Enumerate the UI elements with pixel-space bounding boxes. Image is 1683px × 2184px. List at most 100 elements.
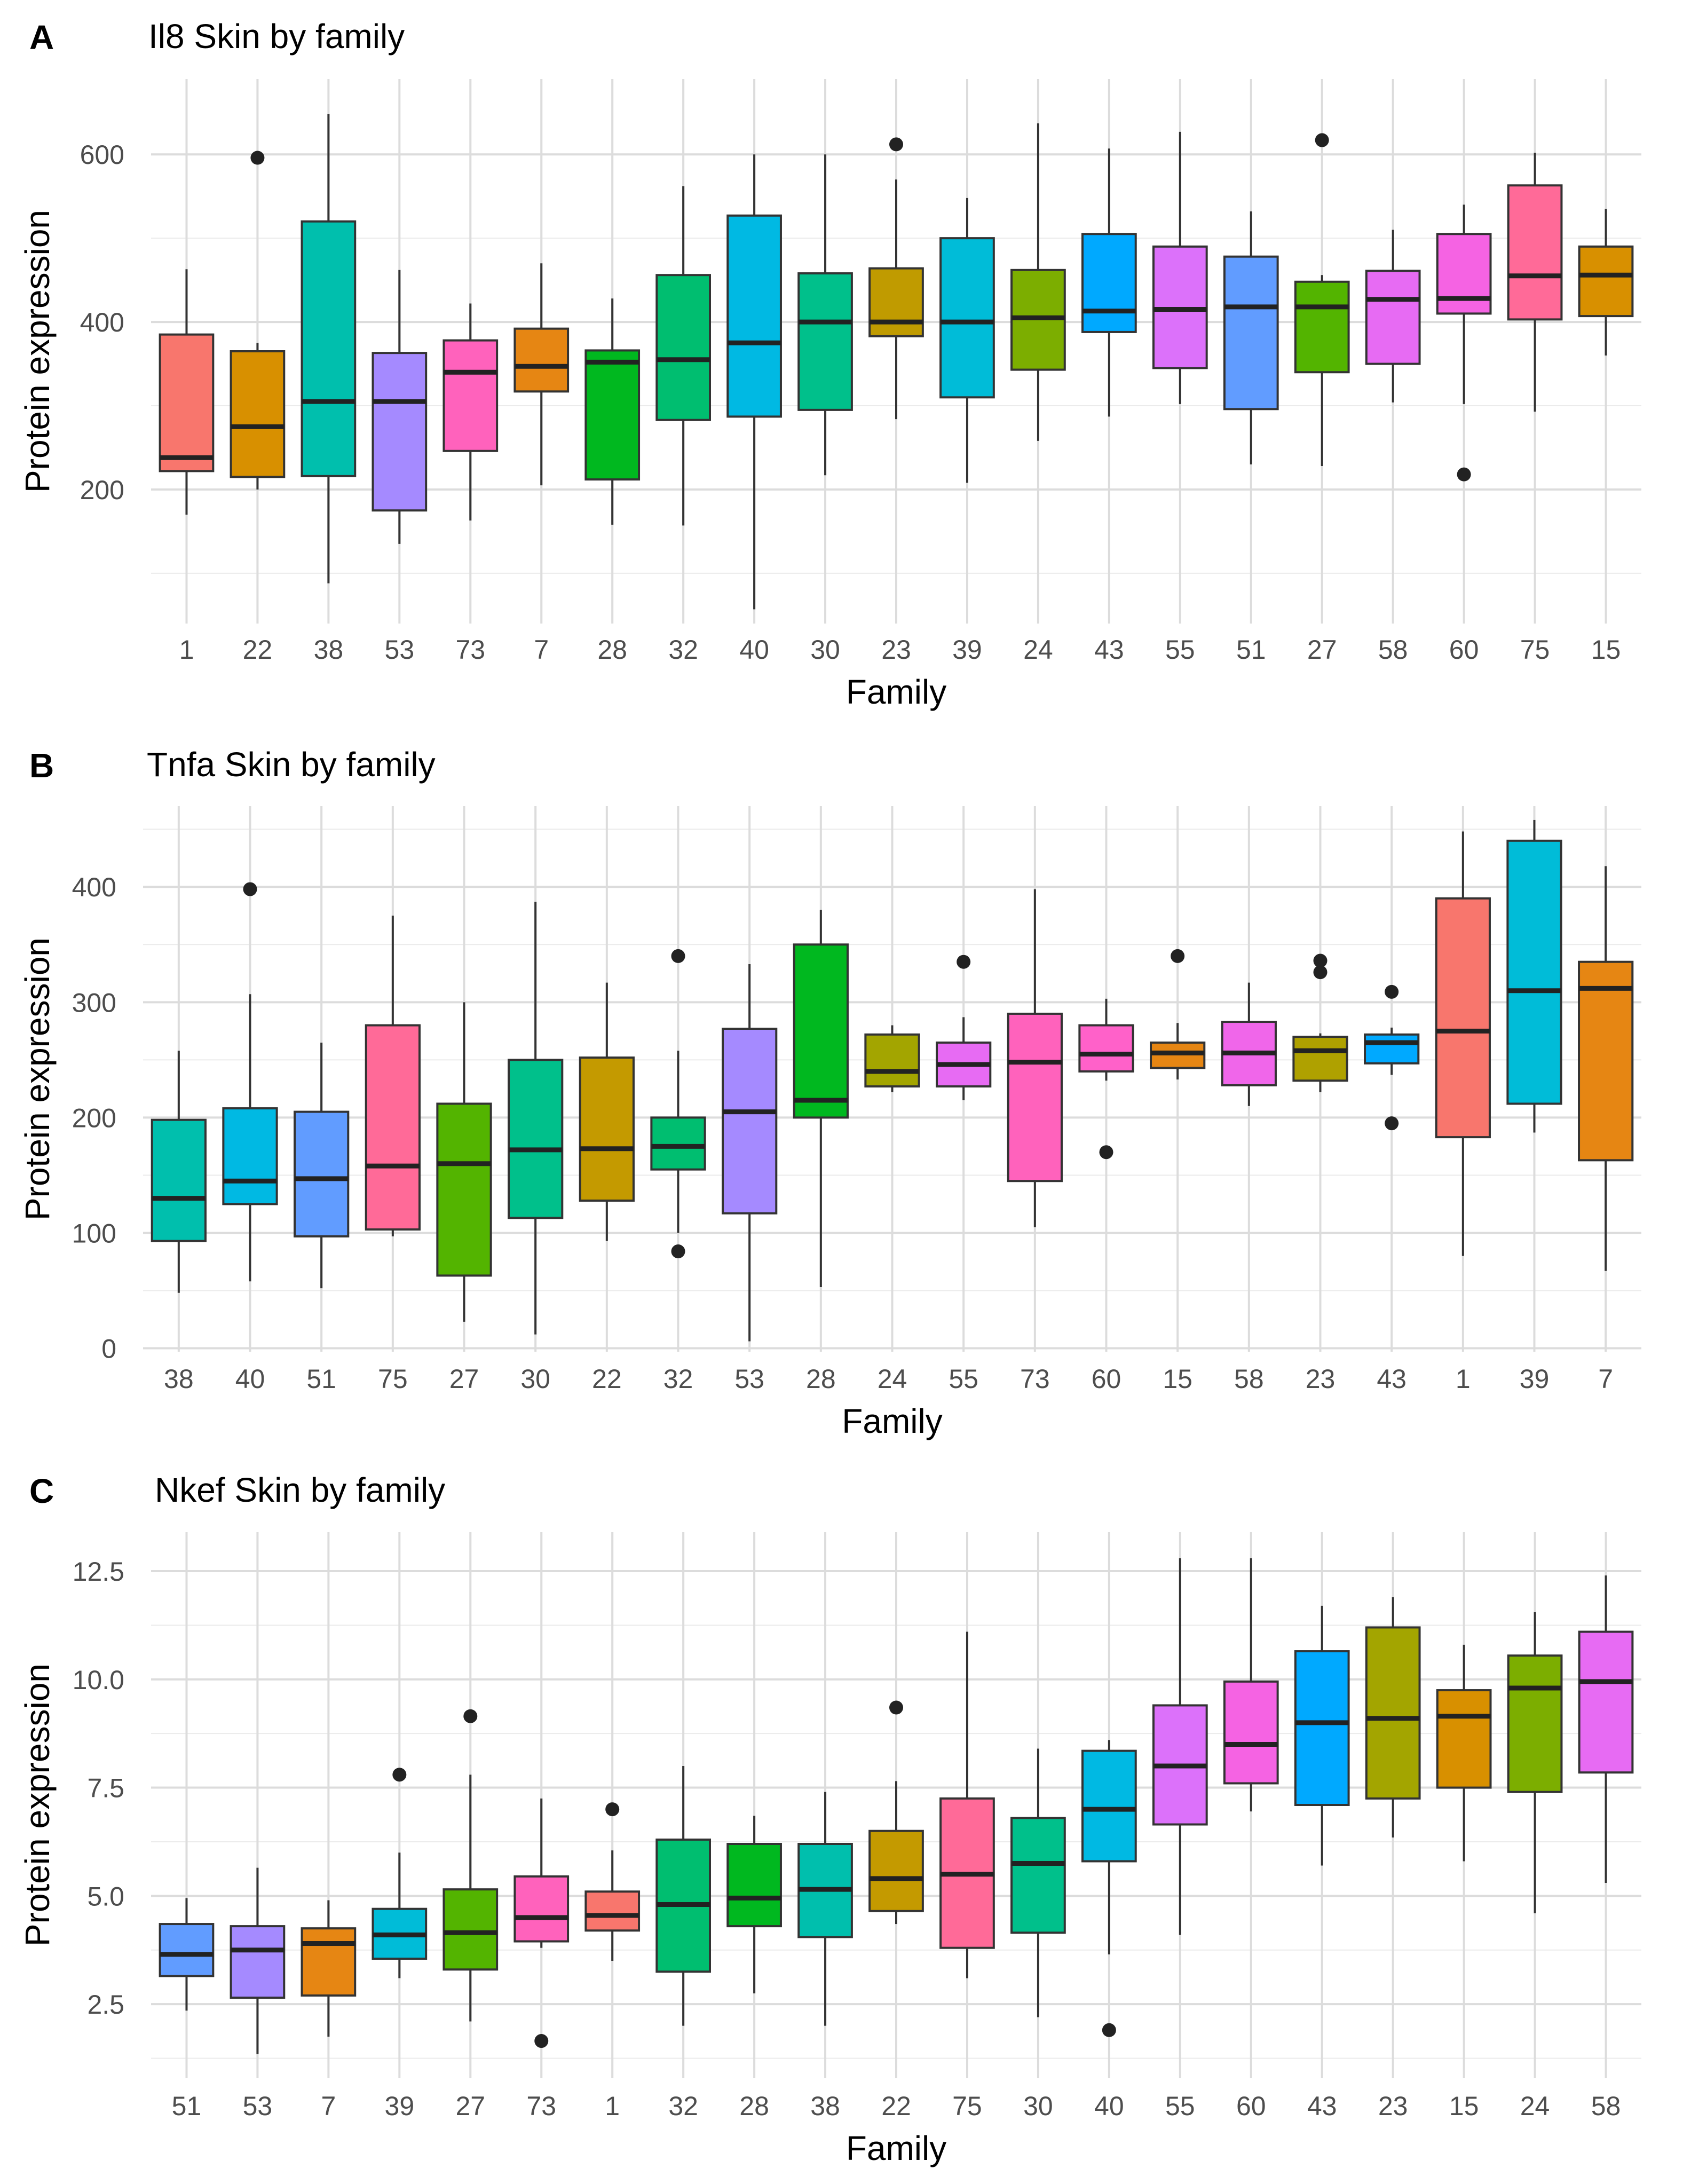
box-family-40: [726, 154, 782, 610]
x-tick-label: 75: [1520, 635, 1550, 665]
outlier-point: [889, 1700, 903, 1715]
y-tick-label: 0: [101, 1334, 116, 1364]
box-family-40: [1081, 1740, 1137, 2037]
x-tick-label: 53: [243, 2091, 273, 2121]
y-tick-label: 7.5: [87, 1773, 124, 1803]
box-family-28: [584, 298, 641, 525]
x-tick-label: 32: [668, 635, 698, 665]
box: [1078, 1024, 1134, 1073]
x-tick-label: 58: [1591, 2091, 1621, 2121]
box-family-73: [1007, 889, 1063, 1227]
box-family-51: [159, 1898, 215, 2011]
x-tick-label: 53: [385, 635, 415, 665]
y-axis-label: Protein expression: [18, 1663, 57, 1946]
chart-title: Tnfa Skin by family: [147, 745, 436, 784]
box-series: [159, 114, 1634, 610]
box-family-24: [1507, 1612, 1563, 1913]
box-family-53: [372, 270, 428, 544]
box-family-55: [1152, 1558, 1208, 1935]
box-family-32: [655, 1766, 712, 2026]
box: [159, 333, 215, 472]
x-tick-label: 30: [1023, 2091, 1053, 2121]
box-family-43: [1364, 984, 1420, 1131]
box: [1081, 233, 1137, 333]
box-family-55: [1152, 131, 1208, 404]
outlier-point: [1313, 965, 1328, 980]
y-tick-label: 400: [80, 308, 124, 337]
box-family-22: [868, 1700, 924, 1925]
x-axis-label: Family: [846, 673, 946, 711]
box: [443, 339, 499, 452]
box: [230, 350, 286, 478]
x-tick-label: 38: [810, 2091, 840, 2121]
outlier-point: [1457, 467, 1471, 482]
box: [1578, 245, 1634, 318]
box: [1436, 1689, 1492, 1789]
x-tick-label: 23: [1306, 1364, 1336, 1394]
box: [230, 1925, 286, 1999]
x-tick-label: 40: [1094, 2091, 1124, 2121]
box: [1578, 960, 1634, 1162]
x-tick-label: 58: [1234, 1364, 1264, 1394]
box-family-39: [372, 1768, 428, 1978]
x-tick-label: 28: [806, 1364, 836, 1394]
x-tick-label: 15: [1591, 635, 1621, 665]
x-tick-label: 53: [734, 1364, 764, 1394]
box: [1507, 1654, 1563, 1793]
box-family-53: [722, 964, 778, 1342]
box: [513, 327, 570, 393]
x-tick-label: 32: [663, 1364, 693, 1394]
box-family-60: [1078, 998, 1134, 1160]
x-tick-label: 39: [1520, 1364, 1550, 1394]
box: [1578, 1630, 1634, 1774]
box-family-58: [1365, 230, 1421, 403]
box: [722, 1028, 778, 1215]
x-tick-label: 7: [534, 635, 549, 665]
outlier-point: [1102, 2023, 1116, 2037]
x-tick-label: 28: [739, 2091, 769, 2121]
box-family-23: [868, 137, 924, 420]
x-tick-label: 73: [1020, 1364, 1050, 1394]
outlier-point: [1099, 1145, 1113, 1160]
box-family-53: [230, 1867, 286, 2054]
box-family-75: [365, 916, 421, 1236]
x-tick-label: 1: [605, 2091, 620, 2121]
x-tick-label: 24: [1520, 2091, 1550, 2121]
outlier-point: [605, 1802, 620, 1817]
x-tick-label: 51: [1236, 635, 1266, 665]
x-tick-label: 30: [810, 635, 840, 665]
box-family-15: [1436, 1644, 1492, 1862]
box-family-15: [1150, 949, 1206, 1080]
box-family-55: [936, 955, 992, 1100]
box: [365, 1024, 421, 1231]
x-tick-label: 7: [1598, 1364, 1613, 1394]
outlier-point: [243, 882, 257, 896]
panel-c: C Nkef Skin by family 2.5 5.0 7.5 10.0 12.5 51 5…: [18, 1471, 1641, 2167]
box: [443, 1888, 499, 1971]
outlier-point: [392, 1768, 407, 1782]
x-tick-label: 23: [1378, 2091, 1408, 2121]
y-tick-label: 2.5: [87, 1990, 124, 2020]
outlier-point: [1385, 984, 1399, 999]
box: [151, 1118, 207, 1242]
x-tick-label: 58: [1378, 635, 1408, 665]
box: [584, 349, 641, 481]
box-family-7: [301, 1900, 357, 2037]
box-family-43: [1294, 1605, 1350, 1866]
box-family-40: [222, 882, 278, 1282]
x-tick-label: 1: [179, 635, 194, 665]
y-axis-label: Protein expression: [18, 210, 57, 493]
outlier-point: [1385, 1116, 1399, 1131]
box: [1007, 1012, 1063, 1182]
x-tick-label: 22: [881, 2091, 911, 2121]
box: [159, 1923, 215, 1977]
box: [508, 1059, 564, 1219]
outlier-point: [534, 2034, 549, 2048]
x-tick-label: 1: [1456, 1364, 1471, 1394]
x-tick-label: 51: [306, 1364, 336, 1394]
box: [939, 237, 995, 399]
y-tick-label: 600: [80, 140, 124, 170]
x-tick-label: 7: [321, 2091, 336, 2121]
x-tick-label: 27: [449, 1364, 479, 1394]
